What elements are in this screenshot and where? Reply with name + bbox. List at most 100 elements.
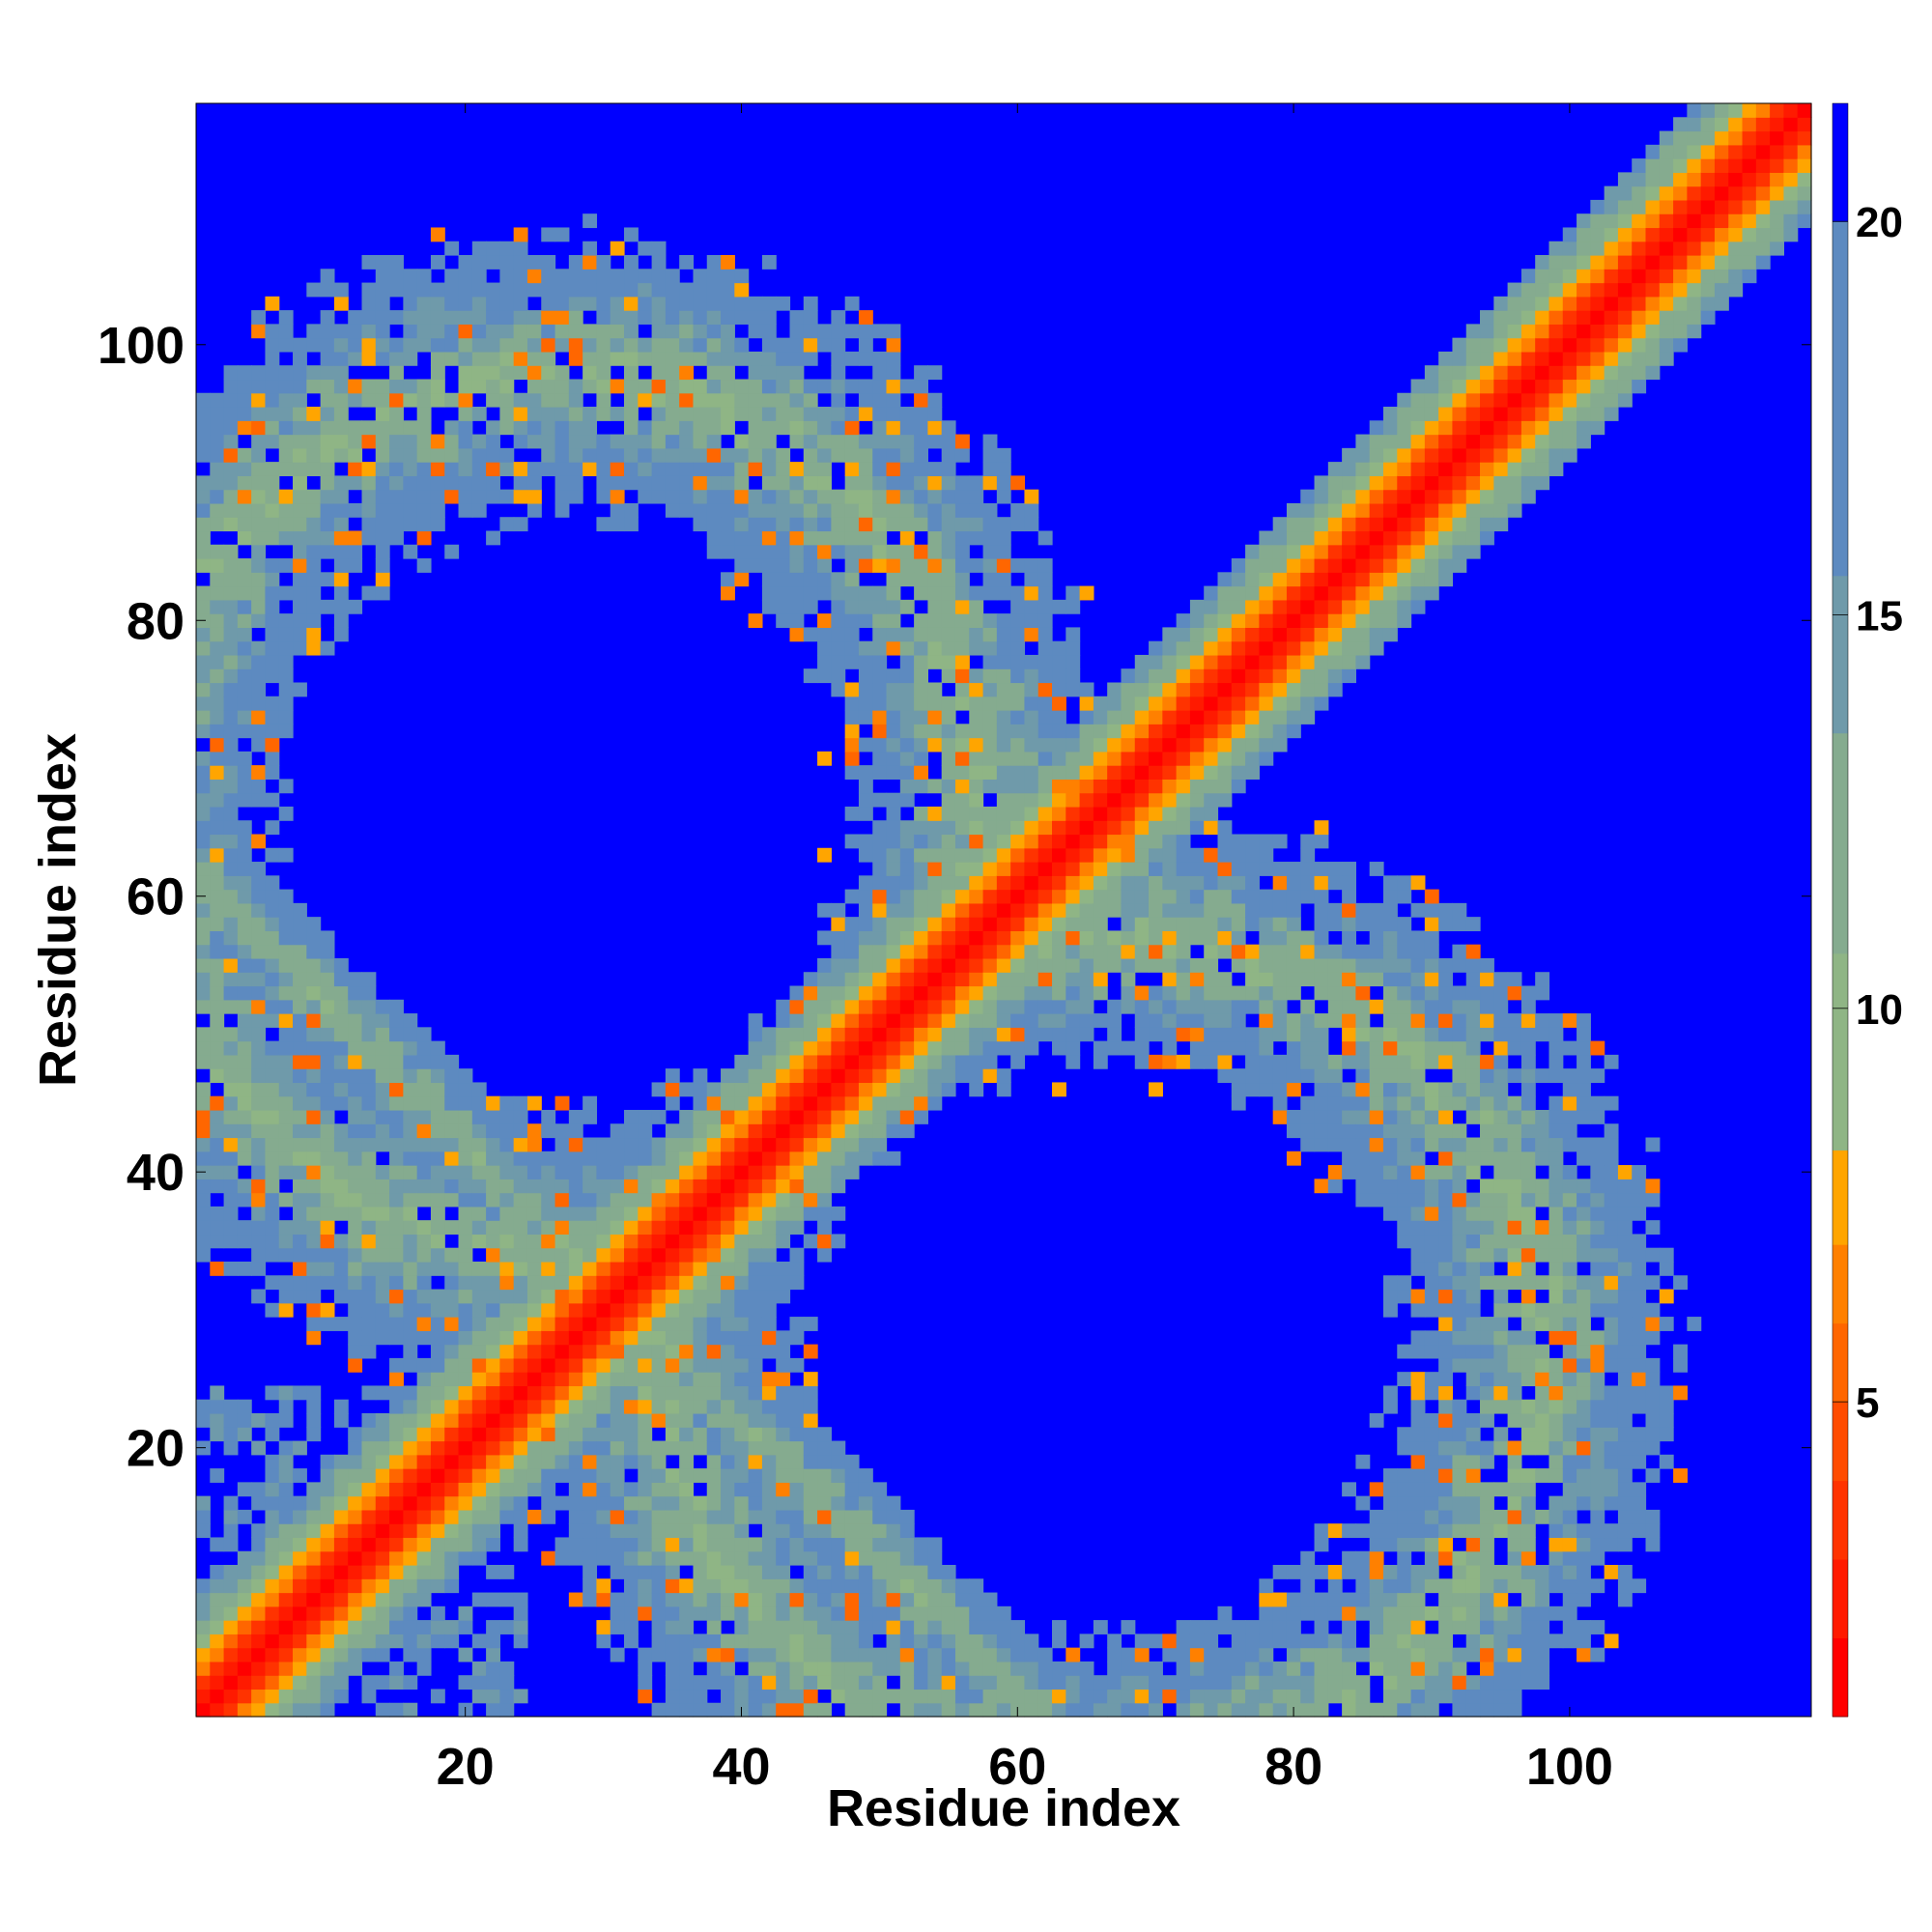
heatmap-cell: [251, 1151, 267, 1166]
heatmap-cell: [899, 654, 915, 669]
heatmap-cell: [872, 944, 888, 959]
heatmap-cell: [375, 1317, 390, 1331]
heatmap-cell: [320, 1317, 335, 1331]
heatmap-cell: [1245, 875, 1260, 891]
heatmap-cell: [265, 1578, 280, 1594]
heatmap-cell: [996, 668, 1011, 684]
heatmap-cell: [430, 1247, 445, 1263]
heatmap-cell: [1121, 668, 1136, 684]
heatmap-cell: [541, 1165, 556, 1179]
heatmap-cell: [1010, 751, 1026, 766]
heatmap-cell: [1176, 985, 1191, 1001]
heatmap-cell: [251, 1592, 267, 1607]
heatmap-cell: [348, 434, 363, 449]
heatmap-cell: [1176, 944, 1191, 959]
heatmap-cell: [306, 1040, 322, 1056]
heatmap-cell: [610, 1440, 625, 1456]
heatmap-cell: [348, 310, 363, 325]
heatmap-cell: [1134, 917, 1150, 932]
heatmap-cell: [844, 957, 860, 973]
heatmap-cell: [899, 1523, 915, 1539]
heatmap-cell: [403, 1068, 418, 1084]
heatmap-cell: [196, 654, 211, 669]
heatmap-cell: [872, 1068, 888, 1084]
heatmap-cell: [1065, 792, 1081, 808]
heatmap-cell: [333, 1234, 349, 1249]
heatmap-cell: [817, 1647, 832, 1662]
heatmap-cell: [486, 447, 500, 463]
heatmap-cell: [941, 1068, 956, 1084]
heatmap-cell: [1397, 1482, 1412, 1497]
heatmap-cell: [223, 462, 239, 476]
heatmap-cell: [624, 1412, 639, 1428]
heatmap-cell: [789, 1605, 805, 1621]
heatmap-cell: [914, 475, 928, 491]
heatmap-cell: [734, 1550, 750, 1566]
heatmap-cell: [927, 779, 943, 794]
heatmap-cell: [1010, 640, 1026, 656]
heatmap-cell: [789, 475, 805, 491]
heatmap-cell: [1134, 751, 1150, 766]
heatmap-cell: [610, 517, 625, 532]
heatmap-cell: [333, 1399, 349, 1414]
heatmap-cell: [1037, 572, 1053, 587]
heatmap-cell: [430, 1179, 445, 1194]
heatmap-cell: [306, 1095, 322, 1111]
heatmap-cell: [886, 1689, 901, 1704]
heatmap-cell: [210, 1179, 225, 1194]
heatmap-cell: [748, 1247, 763, 1263]
heatmap-cell: [886, 875, 901, 891]
heatmap-cell: [265, 957, 280, 973]
heatmap-cell: [361, 1634, 377, 1649]
heatmap-cell: [237, 1123, 252, 1139]
heatmap-cell: [1286, 502, 1301, 518]
heatmap-cell: [776, 365, 791, 381]
heatmap-cell: [306, 1647, 322, 1662]
heatmap-cell: [1369, 572, 1384, 587]
heatmap-cell: [458, 1675, 473, 1690]
heatmap-cell: [1286, 1082, 1301, 1097]
heatmap-cell: [210, 751, 225, 766]
heatmap-cell: [444, 1220, 460, 1236]
heatmap-cell: [1327, 917, 1343, 932]
heatmap-cell: [1093, 847, 1108, 863]
heatmap-cell: [1010, 613, 1026, 628]
heatmap-cell: [1382, 517, 1398, 532]
heatmap-cell: [499, 1192, 515, 1208]
heatmap-cell: [1176, 724, 1191, 739]
heatmap-cell: [1369, 1137, 1384, 1152]
heatmap-cell: [1245, 599, 1260, 614]
heatmap-cell: [223, 1137, 239, 1152]
heatmap-cell: [996, 1605, 1011, 1621]
heatmap-cell: [914, 489, 928, 504]
heatmap-cell: [526, 489, 542, 504]
heatmap-cell: [803, 627, 818, 642]
heatmap-cell: [693, 1137, 708, 1152]
heatmap-cell: [1327, 475, 1343, 491]
heatmap-cell: [1300, 944, 1316, 959]
heatmap-cell: [706, 337, 722, 353]
heatmap-cell: [265, 1040, 280, 1056]
heatmap-cell: [1024, 682, 1039, 697]
heatmap-cell: [1382, 462, 1398, 476]
heatmap-cell: [927, 806, 943, 821]
heatmap-cell: [1327, 1592, 1343, 1607]
heatmap-cell: [831, 517, 846, 532]
heatmap-cell: [223, 627, 239, 642]
heatmap-cell: [348, 1550, 363, 1566]
heatmap-cell: [375, 434, 390, 449]
heatmap-cell: [416, 269, 432, 284]
heatmap-cell: [1065, 999, 1081, 1014]
heatmap-cell: [954, 572, 970, 587]
heatmap-cell: [568, 1523, 583, 1539]
heatmap-cell: [568, 1165, 583, 1179]
heatmap-cell: [416, 1261, 432, 1276]
heatmap-cell: [638, 1317, 653, 1331]
heatmap-cell: [526, 392, 542, 408]
heatmap-cell: [665, 296, 680, 311]
heatmap-cell: [1134, 999, 1150, 1014]
heatmap-cell: [721, 1427, 735, 1442]
heatmap-cell: [486, 1206, 500, 1221]
heatmap-cell: [210, 1537, 225, 1552]
heatmap-cell: [196, 1399, 211, 1414]
